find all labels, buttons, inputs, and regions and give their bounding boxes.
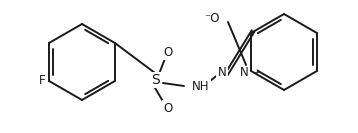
Text: N: N xyxy=(240,65,249,78)
Text: O: O xyxy=(163,101,173,115)
Text: +: + xyxy=(253,68,260,77)
Text: NH: NH xyxy=(192,80,209,92)
Text: ⁻O: ⁻O xyxy=(204,11,220,24)
Text: F: F xyxy=(38,74,45,88)
Text: N: N xyxy=(218,65,226,78)
Text: O: O xyxy=(163,45,173,59)
Text: S: S xyxy=(151,73,159,87)
